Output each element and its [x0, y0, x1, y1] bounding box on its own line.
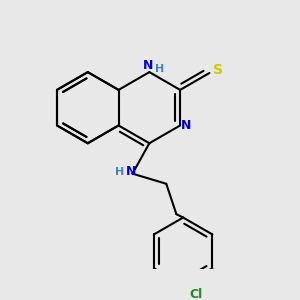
Text: H: H [116, 167, 125, 177]
Text: N: N [181, 119, 192, 132]
Text: Cl: Cl [189, 287, 202, 300]
Text: H: H [155, 64, 165, 74]
Text: N: N [142, 58, 153, 71]
Text: S: S [213, 63, 223, 77]
Text: N: N [125, 165, 136, 178]
